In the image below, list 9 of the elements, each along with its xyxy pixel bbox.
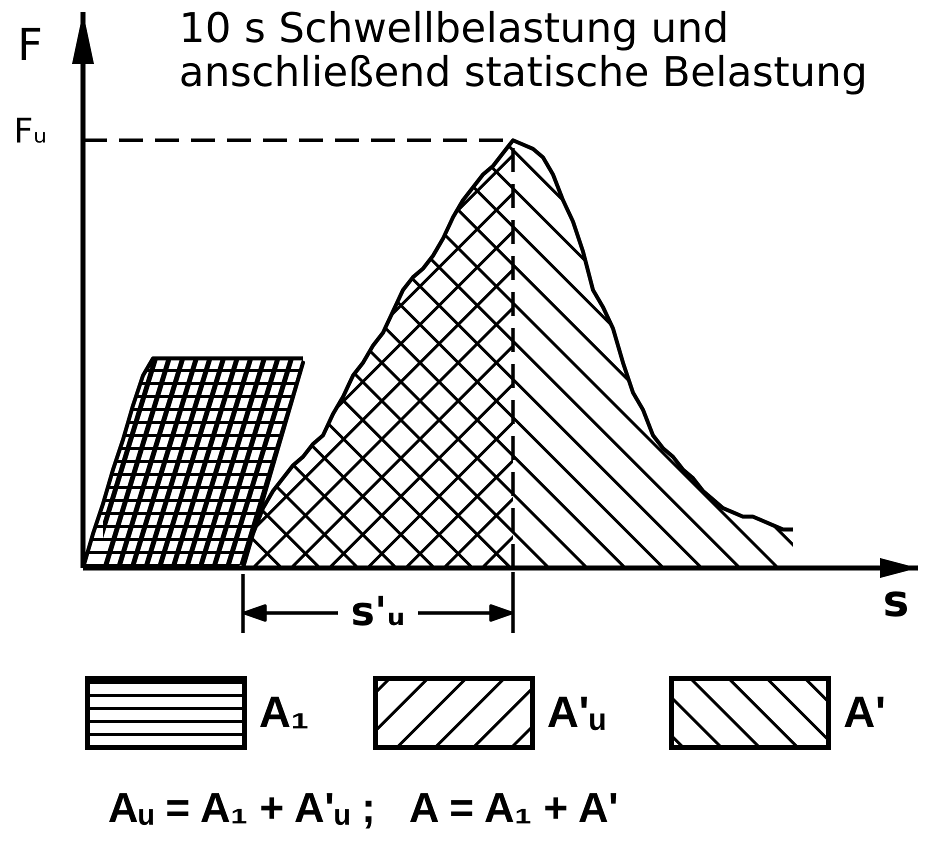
chart-title: 10 s Schwellbelastung und anschließend statische Belastung — [179, 4, 869, 96]
text: s'ᵤ — [350, 589, 406, 635]
text: A' — [843, 688, 886, 738]
y-axis-title: F — [17, 20, 43, 71]
text: A'ᵤ — [546, 688, 606, 738]
text: Aᵤ = A₁ + A'ᵤ ; A = A₁ + A' — [108, 784, 618, 832]
x-axis-title: s — [882, 576, 910, 627]
ref-line-label: Fᵤ — [14, 111, 47, 152]
text: A₁ — [259, 688, 309, 738]
